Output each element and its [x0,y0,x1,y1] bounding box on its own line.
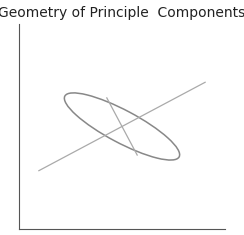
Title: Geometry of Principle  Components: Geometry of Principle Components [0,6,244,20]
